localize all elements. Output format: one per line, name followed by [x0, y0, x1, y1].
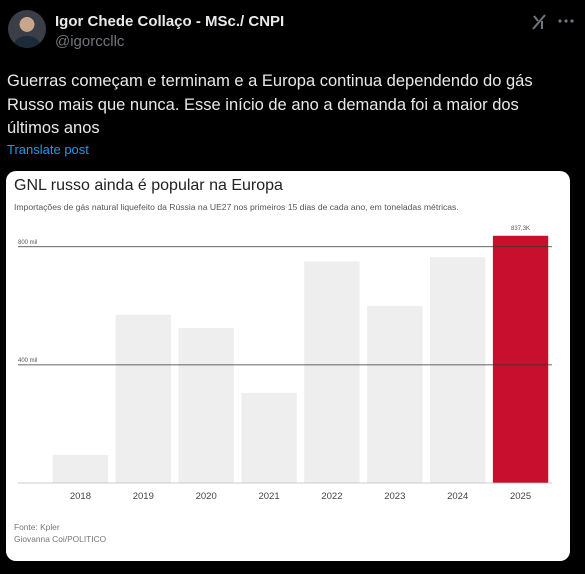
bar-chart: 2018 2019 2020 2021 2022 2023 2024 837,3K 2025 40… — [18, 226, 552, 502]
bar-2018 — [52, 454, 109, 483]
x-tick-2025: 2025 — [510, 491, 531, 502]
chart-source: Fonte: Kpler Giovanna Coi/POLITICO — [14, 521, 106, 545]
avatar[interactable] — [8, 10, 46, 48]
x-tick-2024: 2024 — [447, 491, 468, 502]
author-name[interactable]: Igor Chede Collaço - MSc./ CNPI — [55, 13, 285, 30]
translate-post-link[interactable]: Translate post — [7, 142, 89, 157]
grok-icon[interactable] — [529, 12, 549, 32]
chart-source-text: Fonte: Kpler — [14, 522, 60, 532]
bar-2025 — [492, 235, 549, 483]
author-handle[interactable]: @igorccllc — [55, 33, 125, 50]
bar-2020 — [178, 327, 234, 483]
y-tick-800: 800 mil — [18, 240, 37, 246]
bar-2021 — [241, 392, 297, 483]
chart-title: GNL russo ainda é popular na Europa — [14, 177, 283, 194]
bar-2022 — [304, 261, 360, 483]
chart-credit-text: Giovanna Coi/POLITICO — [14, 534, 107, 544]
bar-2024 — [430, 257, 486, 483]
data-label-2025: 837,3K — [511, 226, 530, 232]
x-tick-2019: 2019 — [133, 491, 154, 502]
more-icon[interactable] — [557, 12, 575, 30]
bar-2019 — [115, 314, 171, 483]
x-tick-2020: 2020 — [196, 491, 217, 502]
chart-subtitle: Importações de gás natural liquefeito da… — [14, 202, 459, 212]
x-tick-2022: 2022 — [321, 491, 342, 502]
bar-2023 — [367, 305, 423, 483]
post-text: Guerras começam e terminam e a Europa co… — [7, 72, 533, 137]
chart-card[interactable]: GNL russo ainda é popular na Europa Impo… — [6, 171, 570, 561]
x-tick-2018: 2018 — [70, 491, 91, 502]
y-tick-400: 400 mil — [18, 358, 37, 364]
x-tick-2021: 2021 — [258, 491, 279, 502]
x-tick-2023: 2023 — [384, 491, 405, 502]
